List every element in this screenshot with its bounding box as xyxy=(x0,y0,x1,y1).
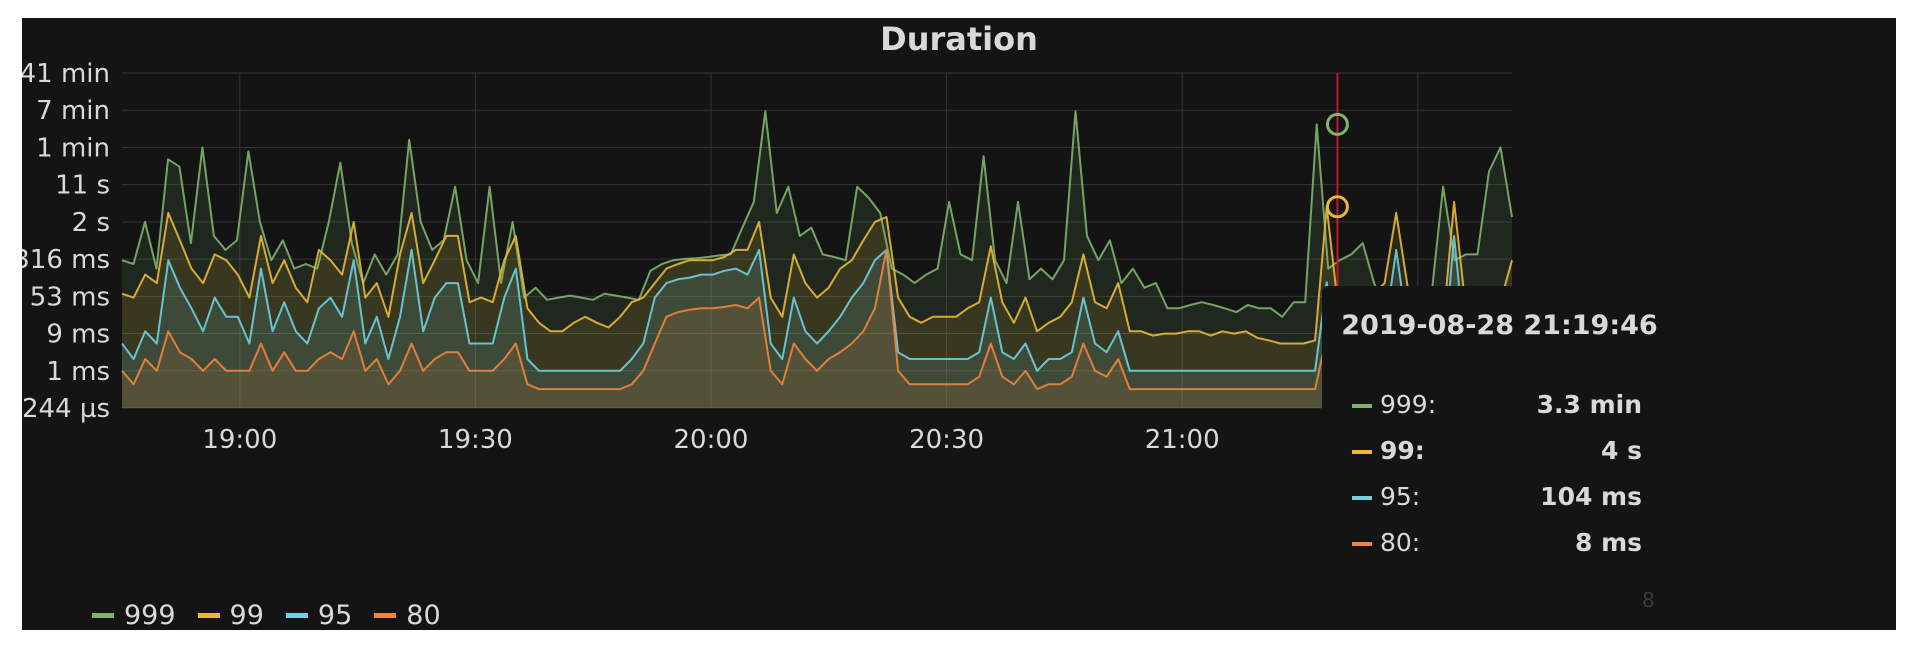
y-tick-label: 9 ms xyxy=(46,320,110,350)
x-tick-label: 19:00 xyxy=(202,425,277,455)
tooltip-row: 80: 8 ms xyxy=(1352,524,1652,564)
legend-item-95[interactable]: 95 xyxy=(285,599,353,631)
hover-point-marker xyxy=(1325,112,1349,136)
series-area-95 xyxy=(122,235,1512,408)
y-axis: 244 µs 1 ms 9 ms 53 ms 316 ms 2 s 11 s 1 min 7 m… xyxy=(22,59,110,424)
footer-mark: 8 xyxy=(1642,588,1655,612)
legend-item-80[interactable]: 80 xyxy=(374,599,441,631)
y-tick-label: 316 ms xyxy=(22,245,110,275)
series-line-99 xyxy=(121,200,1513,345)
y-tick-label: 2 s xyxy=(72,208,110,238)
legend-label: 95 xyxy=(317,599,353,631)
tooltip-series-name: 80: xyxy=(1380,528,1421,557)
legend-swatch xyxy=(197,612,220,618)
y-tick-label: 1 ms xyxy=(46,357,110,387)
tooltip-series-value: 4 s xyxy=(1601,436,1642,465)
tooltip-swatch-99 xyxy=(1352,450,1372,454)
series-line-80 xyxy=(121,248,1513,391)
legend-swatch xyxy=(374,612,397,618)
tooltip-series-name: 99: xyxy=(1380,436,1425,465)
tooltip-swatch-95 xyxy=(1352,496,1372,500)
tooltip-swatch-80 xyxy=(1352,542,1372,546)
x-tick-label: 20:00 xyxy=(674,425,749,455)
hover-point-marker xyxy=(1325,195,1349,219)
y-tick-label: 1 min xyxy=(36,133,110,163)
x-tick-label: 20:30 xyxy=(909,425,984,455)
x-tick-label: 21:00 xyxy=(1145,425,1220,455)
legend-swatch xyxy=(285,612,308,618)
series-line-95 xyxy=(121,234,1513,372)
legend-item-999[interactable]: 999 xyxy=(92,600,176,631)
legend-label: 99 xyxy=(229,599,264,631)
tooltip-series-value: 3.3 min xyxy=(1536,390,1642,419)
tooltip-swatch-999 xyxy=(1352,404,1372,408)
tooltip-row: 999: 3.3 min xyxy=(1352,386,1652,426)
legend: 999 99 95 80 xyxy=(92,598,463,632)
y-tick-label: 41 min xyxy=(22,59,110,89)
series-lines xyxy=(121,110,1513,391)
legend-swatch xyxy=(92,612,114,618)
graph-panel: Duration 244 µs 1 ms 9 ms 53 ms 316 ms 2 s 11 … xyxy=(22,18,1896,632)
y-tick-label: 244 µs xyxy=(22,394,110,424)
tooltip-time: 2019-08-28 21:19:46 xyxy=(1341,310,1658,341)
series-area-99 xyxy=(122,201,1512,408)
tooltip-series-name: 95: xyxy=(1380,482,1421,511)
y-tick-label: 7 min xyxy=(36,96,110,126)
tooltip-series-value: 104 ms xyxy=(1540,482,1642,511)
legend-label: 999 xyxy=(124,599,176,631)
series-line-999 xyxy=(121,110,1513,318)
duration-chart: Duration 244 µs 1 ms 9 ms 53 ms 316 ms 2 s 11 … xyxy=(22,20,1513,455)
y-tick-label: 11 s xyxy=(55,171,110,201)
y-tick-label: 53 ms xyxy=(30,282,110,312)
legend-label: 80 xyxy=(406,599,441,631)
tooltip-row: 99: 4 s xyxy=(1352,432,1652,472)
x-tick-label: 19:30 xyxy=(438,425,513,455)
tooltip-series-name: 999: xyxy=(1380,390,1437,419)
panel-title[interactable]: Duration xyxy=(880,20,1038,58)
legend-item-99[interactable]: 99 xyxy=(197,599,264,631)
tooltip-series-value: 8 ms xyxy=(1574,528,1642,557)
hover-tooltip: 2019-08-28 21:19:46 999: 3.3 min 99: 4 s… xyxy=(1322,286,1677,573)
tooltip-row: 95: 104 ms xyxy=(1352,478,1652,518)
